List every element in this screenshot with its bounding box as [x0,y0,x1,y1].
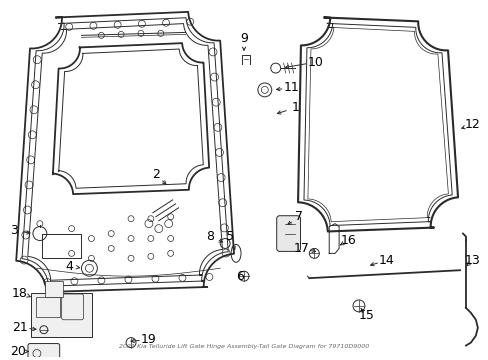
Text: 18: 18 [12,287,28,300]
Text: 21: 21 [12,321,28,334]
Text: 9: 9 [240,32,247,45]
Text: 4: 4 [65,260,73,273]
FancyBboxPatch shape [276,216,300,251]
Text: 15: 15 [358,309,374,322]
Text: 12: 12 [464,118,480,131]
FancyBboxPatch shape [31,293,92,337]
Text: 2021 Kia Telluride Lift Gate Hinge Assembly-Tail Gate Diagram for 79710D9000: 2021 Kia Telluride Lift Gate Hinge Assem… [119,345,369,350]
Text: 1: 1 [291,101,299,114]
Text: 3: 3 [10,224,18,237]
Text: 11: 11 [283,81,299,94]
Text: 19: 19 [141,333,157,346]
Text: 16: 16 [341,234,356,247]
Text: 14: 14 [378,254,394,267]
FancyBboxPatch shape [45,281,62,297]
Text: 17: 17 [293,242,309,255]
Text: 13: 13 [464,254,480,267]
Text: 6: 6 [236,270,244,283]
Text: 8: 8 [206,230,214,243]
FancyBboxPatch shape [28,343,60,360]
Text: 5: 5 [225,230,234,243]
Text: 20: 20 [10,345,26,358]
Text: 10: 10 [307,56,323,69]
Text: 2: 2 [152,168,160,181]
Text: 7: 7 [295,210,303,223]
